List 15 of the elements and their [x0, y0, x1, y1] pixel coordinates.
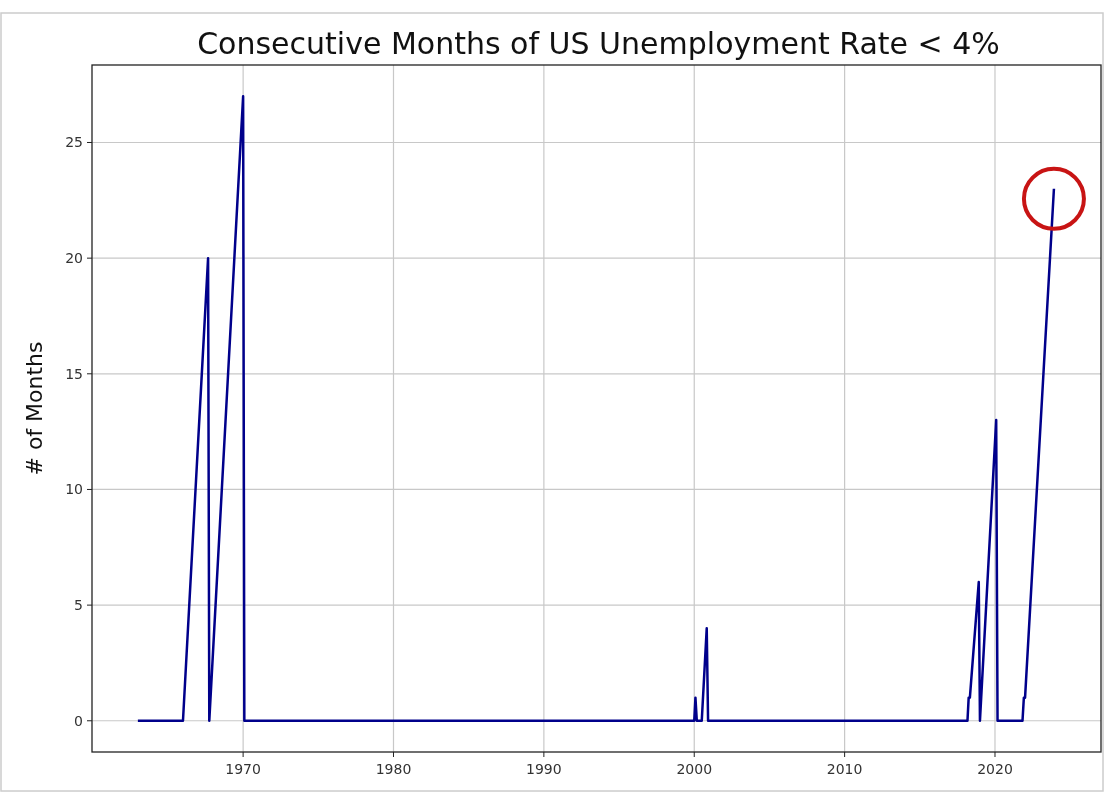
x-tick-label: 1970: [225, 761, 261, 777]
x-tick-label: 2010: [826, 761, 863, 777]
y-tick-label: 20: [65, 250, 83, 267]
x-tick-label: 2000: [676, 761, 713, 777]
x-tick-label: 2020: [977, 761, 1013, 777]
chart-title: Consecutive Months of US Unemployment Rate < 4%: [197, 26, 1000, 61]
y-tick-label: 5: [74, 597, 83, 614]
y-tick-label: 25: [65, 134, 83, 151]
x-tick-label: 1990: [526, 761, 562, 777]
x-tick-label: 1980: [375, 761, 412, 777]
y-tick-label: 0: [74, 712, 83, 729]
line-series: [136, 94, 1056, 723]
y-tick-label: 10: [65, 481, 83, 498]
y-tick-label: 15: [65, 365, 83, 382]
y-axis-title: # of Months: [22, 341, 47, 476]
